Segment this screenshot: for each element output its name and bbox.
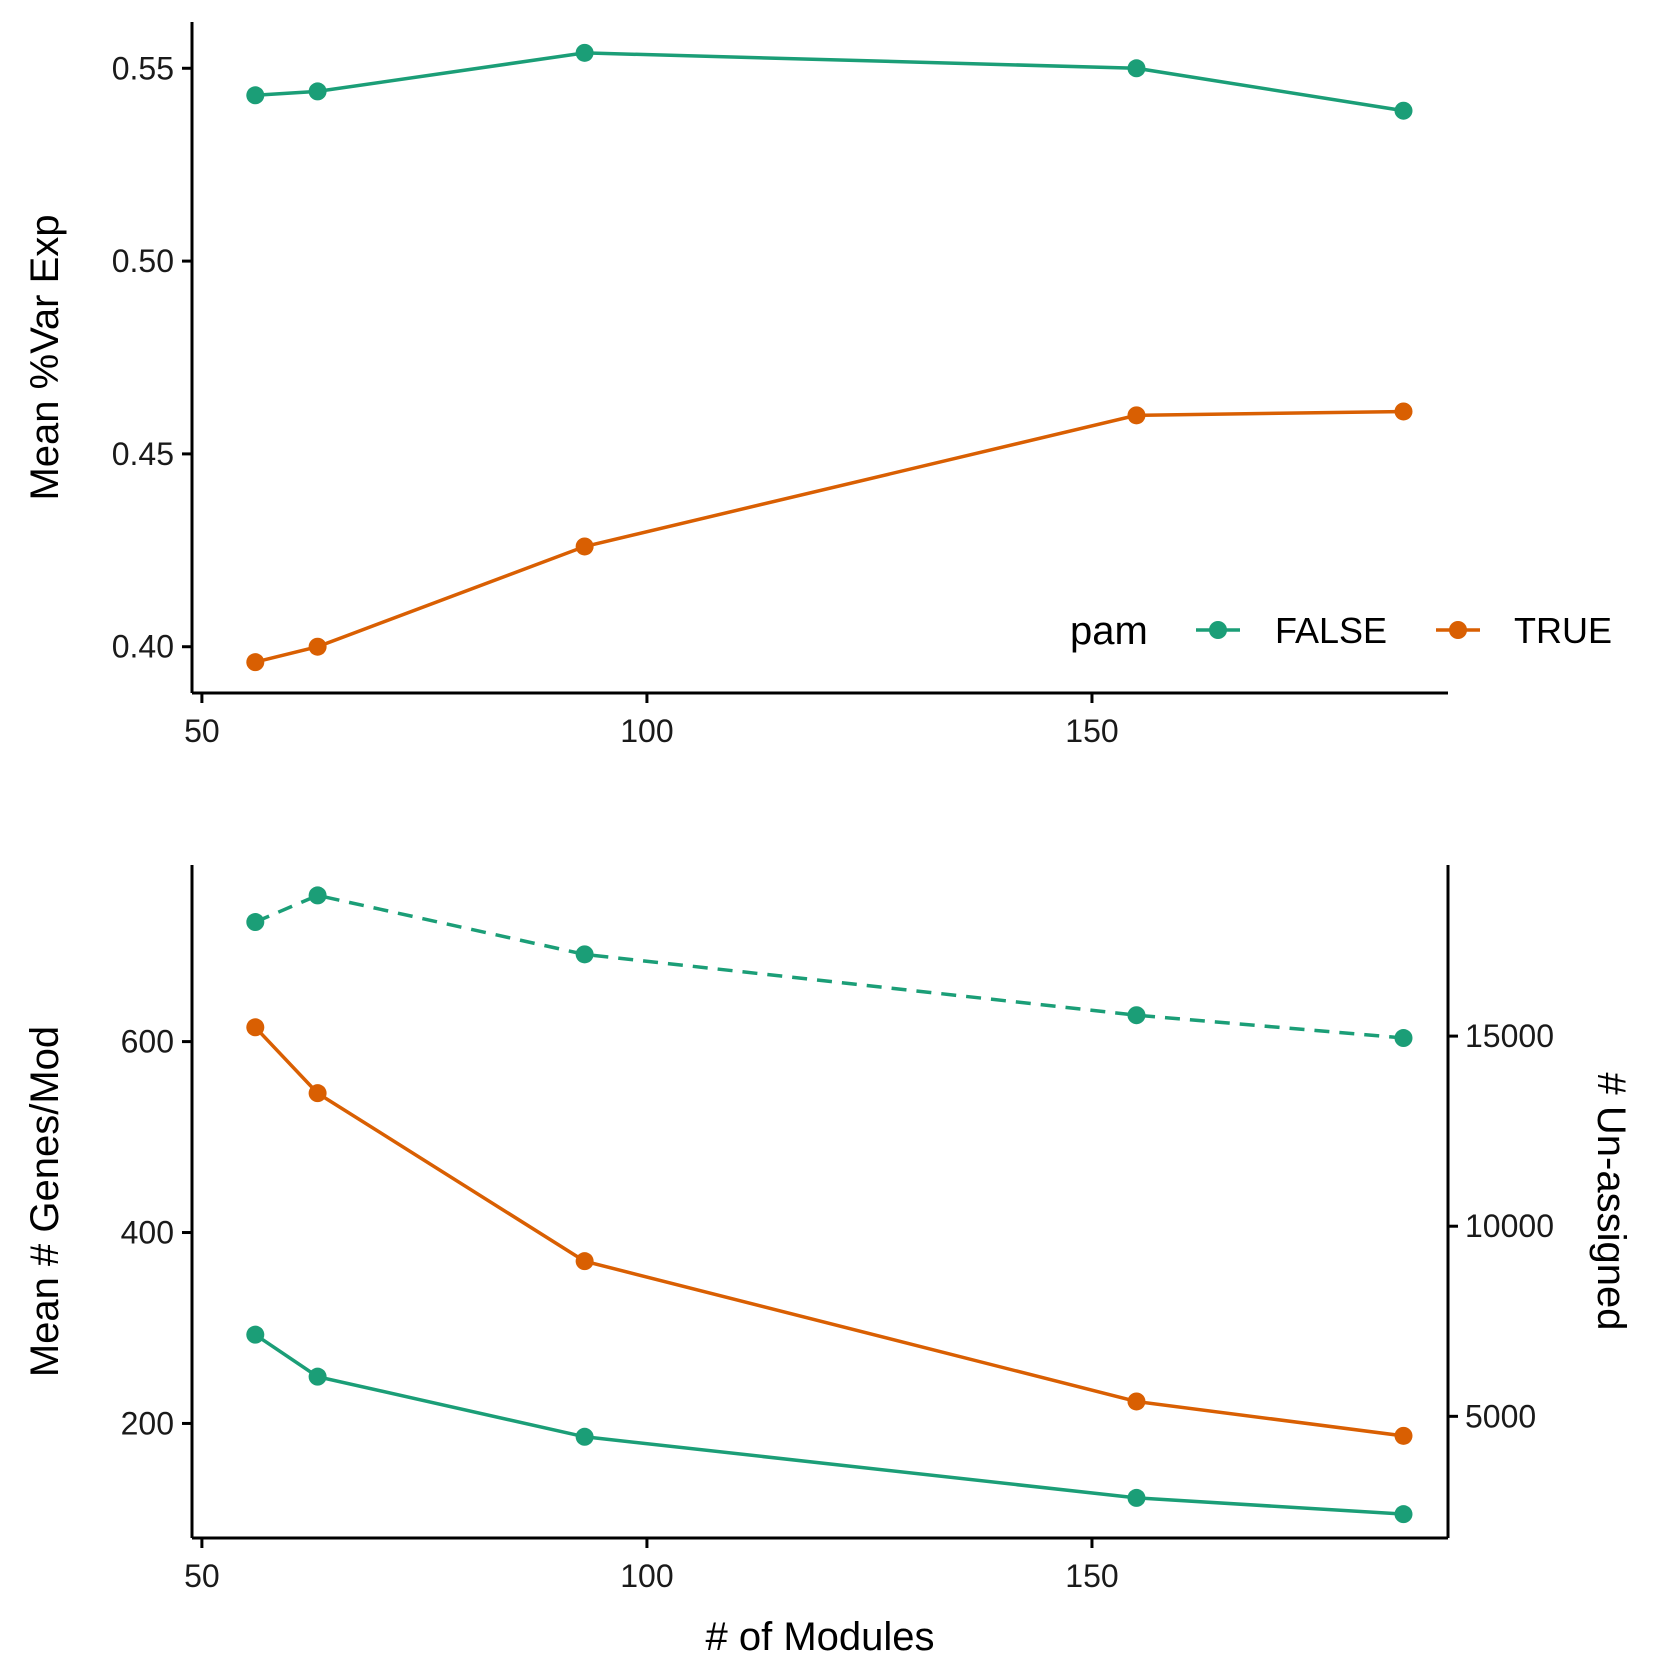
data-point-true [308,1084,327,1103]
x-tick-label: 100 [620,1558,673,1594]
y-tick-label: 0.40 [112,629,174,665]
data-point-false [246,913,265,932]
x-tick-label: 150 [1065,713,1118,749]
y2-tick-label: 10000 [1465,1208,1554,1244]
y-tick-label: 0.50 [112,243,174,279]
data-point-true [308,637,327,656]
data-point-true [575,1252,594,1271]
legend-title: pam [1070,609,1148,653]
x-tick-label: 50 [184,1558,220,1594]
data-point-false [246,1325,265,1344]
y2-tick-label: 15000 [1465,1018,1554,1054]
data-point-true [1127,406,1146,425]
y2-axis-title: # Un-assigned [1589,1073,1633,1331]
data-point-false [308,886,327,905]
data-point-true [1394,1426,1413,1445]
data-point-true [246,653,265,672]
data-point-false [575,1427,594,1446]
data-point-false [308,82,327,101]
data-point-true [575,537,594,556]
x-axis-title: # of Modules [705,1615,934,1659]
y-tick-label: 600 [121,1024,174,1060]
data-point-true [1127,1392,1146,1411]
y-tick-label: 400 [121,1215,174,1251]
series-line-false [255,51,1404,113]
data-point-true [246,1018,265,1037]
series-line-true [254,1026,1404,1438]
x-tick-label: 50 [184,713,220,749]
data-point-false [1127,1006,1146,1025]
y-tick-label: 200 [121,1405,174,1441]
data-point-false [575,945,594,964]
y-axis-title: Mean %Var Exp [23,214,67,500]
data-point-false [1394,101,1413,120]
legend-label-false: FALSE [1275,610,1387,651]
legend-key-point [1209,621,1227,639]
data-point-false [1394,1029,1413,1048]
legend-label-true: TRUE [1514,610,1612,651]
series-line-true [254,409,1404,664]
data-point-true [1394,402,1413,421]
x-tick-label: 150 [1065,1558,1118,1594]
y2-tick-label: 5000 [1465,1398,1536,1434]
data-point-false [308,1367,327,1386]
data-point-false [575,43,594,62]
data-point-false [1394,1505,1413,1524]
y-tick-label: 0.55 [112,50,174,86]
series-line-false [254,1333,1404,1516]
data-point-false [246,86,265,105]
y-axis-title: Mean # Genes/Mod [23,1026,67,1377]
data-point-false [1127,59,1146,78]
data-point-false [1127,1488,1146,1507]
x-tick-label: 100 [620,713,673,749]
y-tick-label: 0.45 [112,436,174,472]
legend-key-point [1449,621,1467,639]
series-line-false-dashed [254,893,1404,1040]
